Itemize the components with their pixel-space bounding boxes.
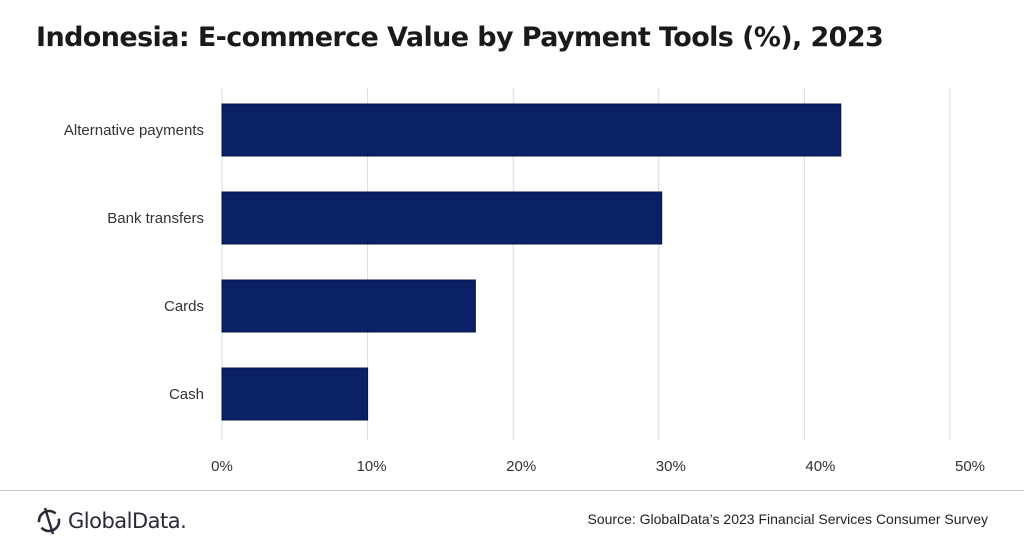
x-tick-label: 50% <box>955 458 985 475</box>
category-label: Cards <box>164 298 204 315</box>
bar <box>221 103 842 157</box>
category-label: Bank transfers <box>107 210 204 227</box>
bar <box>221 367 369 421</box>
x-tick-label: 20% <box>506 458 536 475</box>
x-tick-label: 10% <box>357 458 387 475</box>
x-tick-label: 0% <box>211 458 233 475</box>
x-tick-label: 40% <box>805 458 835 475</box>
bar <box>221 191 663 245</box>
x-tick-label: 30% <box>656 458 686 475</box>
source-note: Source: GlobalData’s 2023 Financial Serv… <box>587 511 989 527</box>
footer-divider <box>0 490 1024 491</box>
category-label: Alternative payments <box>64 122 204 139</box>
globaldata-logo-icon <box>37 507 61 535</box>
bar <box>221 279 476 333</box>
bar-chart: 0% 10% 20% 30% 40% 50% Alternative payments Ban… <box>64 88 985 475</box>
chart-title: Indonesia: E-commerce Value by Payment T… <box>36 22 884 53</box>
category-label: Cash <box>169 386 204 403</box>
logo-text: GlobalData. <box>68 509 187 533</box>
globaldata-logo: GlobalData. <box>36 506 187 536</box>
